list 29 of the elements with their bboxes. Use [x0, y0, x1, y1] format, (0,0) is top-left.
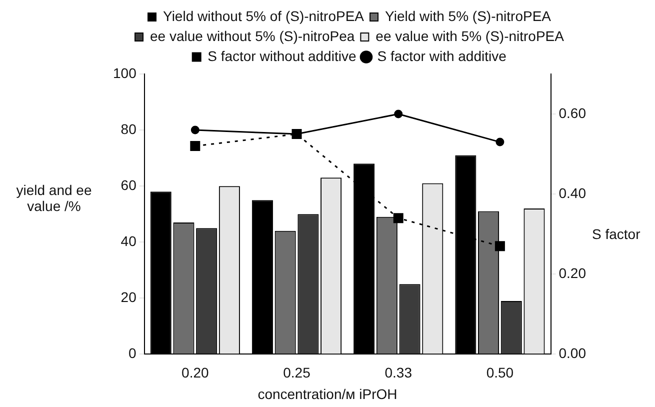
point [393, 213, 404, 224]
legend-label: S factor without additive [208, 48, 356, 64]
point [190, 141, 200, 152]
y2-tick-label: 0.20 [558, 265, 586, 281]
legend-label: ee value with 5% (S)-nitroPEA [376, 28, 565, 44]
legend-label: Yield with 5% (S)-nitroPEA [385, 8, 552, 24]
x-tick-label: 0.20 [182, 364, 209, 380]
y2-tick-label: 0.40 [558, 184, 586, 201]
legend-label: Yield without 5% of (S)-nitroPEA [163, 8, 365, 24]
y-tick-label: 60 [120, 176, 137, 193]
y-axis-title: yield and ee value /% [15, 182, 93, 214]
y2-tick-label: 0.00 [558, 345, 586, 362]
y-tick-label: 80 [120, 120, 137, 137]
point [496, 138, 504, 146]
x-axis-title: concentration/ᴍ iPrOH [256, 386, 398, 402]
x-tick-label: 0.33 [384, 364, 412, 380]
x-tick-label: 0.50 [486, 364, 514, 380]
y-tick-label: 100 [113, 64, 137, 81]
y2-axis-title: S factor [592, 226, 640, 242]
legend-label: S factor with additive [377, 48, 507, 64]
point [190, 126, 200, 134]
point [394, 110, 403, 118]
legend-label: ee value without 5% (S)-nitroPea [150, 28, 355, 44]
y-tick-label: 40 [120, 232, 137, 249]
y-tick-label: 20 [120, 289, 137, 306]
point [494, 241, 505, 252]
y-tick-label: 0 [128, 345, 137, 362]
x-tick-label: 0.25 [283, 364, 311, 380]
y2-tick-label: 0.60 [558, 104, 586, 121]
